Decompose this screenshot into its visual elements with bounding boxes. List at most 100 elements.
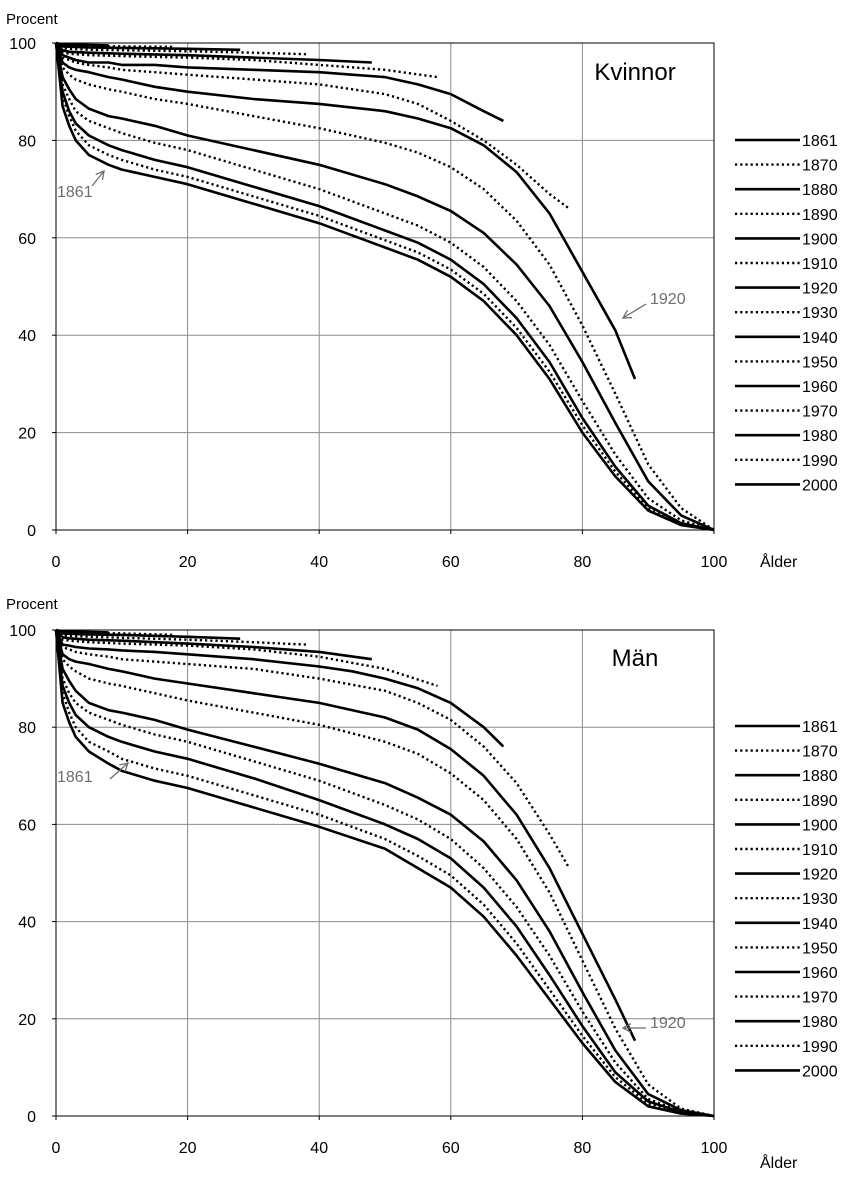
series-line-1960 [55,629,372,661]
y-tick-label: 20 [18,1012,36,1029]
y-tick-label: 40 [18,328,36,345]
annotation-label: 1920 [650,1015,686,1032]
y-tick-label: 80 [18,133,36,150]
legend-label-1930: 1930 [802,891,838,908]
series-line-1890 [54,42,715,532]
annotation-arrow-head [621,309,633,319]
series-line-1880 [54,42,715,532]
legend: 1861 1870 1880 1890 1900 1910 1920 1930 1940 1950… [735,719,838,1080]
series-line-1900 [54,42,715,532]
x-tick-label: 40 [310,554,328,571]
x-axis-label: Ålder [760,552,798,571]
annotation-arrow-shaft [91,170,105,187]
y-tick-label: 0 [27,1109,36,1126]
legend-label-2000: 2000 [802,477,838,494]
legend-label-1870: 1870 [802,158,838,175]
legend-label-1930: 1930 [802,305,838,322]
series-line-1920 [54,42,637,380]
legend-label-1910: 1910 [802,842,838,859]
series-line-1940 [54,629,505,748]
series-line-1880 [54,629,715,1118]
x-tick-label: 80 [574,554,592,571]
legend-label-1950: 1950 [802,354,838,371]
legend-label-1890: 1890 [802,793,838,810]
panel-title: Män [612,645,659,672]
legend-label-1940: 1940 [802,330,838,347]
panel-title: Kvinnor [594,59,675,86]
series-line-1940 [54,42,504,123]
series-line-1890 [54,629,715,1118]
series-line-1861 [54,629,715,1118]
legend-label-1920: 1920 [802,281,838,298]
legend-label-1990: 1990 [802,453,838,470]
series-line-1950 [55,629,438,688]
annotation-label: 1861 [57,184,93,201]
legend-label-1861: 1861 [802,133,838,150]
legend-label-1870: 1870 [802,744,838,761]
annotation-arrow-head [621,1023,632,1033]
legend-label-2000: 2000 [802,1063,838,1080]
legend-label-1920: 1920 [802,867,838,884]
x-tick-label: 100 [701,554,728,571]
x-tick-label: 0 [52,554,61,571]
legend-label-1880: 1880 [802,768,838,785]
y-tick-label: 0 [27,523,36,540]
y-tick-label: 60 [18,231,36,248]
x-tick-label: 80 [574,1140,592,1157]
series-line-1960 [55,42,372,64]
legend-label-1990: 1990 [802,1039,838,1056]
annotation-label: 1861 [57,769,93,786]
legend-label-1910: 1910 [802,256,838,273]
legend-label-1890: 1890 [802,207,838,224]
legend-label-1960: 1960 [802,379,838,396]
legend-label-1900: 1900 [802,231,838,248]
series-line-1930 [54,629,571,869]
x-axis-label: Ålder [760,1153,798,1172]
y-tick-label: 40 [18,915,36,932]
plot-area-border [55,629,715,1117]
annotation-arrow-shaft [109,762,129,780]
y-tick-label: 100 [9,623,36,640]
legend-label-1970: 1970 [802,990,838,1007]
y-tick-label: 60 [18,817,36,834]
annotation-arrow-shaft [622,303,647,319]
series-line-2000 [55,628,109,634]
x-tick-label: 60 [442,1140,460,1157]
legend-label-1880: 1880 [802,182,838,199]
legend: 1861 1870 1880 1890 1900 1910 1920 1930 1940 1950… [735,133,838,494]
y-axis-label: Procent [6,596,59,613]
x-tick-label: 40 [310,1140,328,1157]
chart-panel-1: 0 20 40 60 80 100 0 20 40 60 80 100 Procent Ålder Män 1… [6,596,838,1172]
y-tick-label: 20 [18,426,36,443]
annotation-label: 1920 [650,291,686,308]
legend-label-1950: 1950 [802,940,838,957]
series-line-1910 [54,42,715,531]
series-line-1950 [55,42,438,79]
chart-panel-0: 0 20 40 60 80 100 0 20 40 60 80 100 Procent Ålder Kvin… [6,11,838,571]
series-lines [54,41,715,532]
series-line-1930 [54,42,570,210]
series-line-1861 [54,42,715,532]
legend-label-1960: 1960 [802,965,838,982]
legend-label-1980: 1980 [802,1014,838,1031]
series-line-1920 [54,629,637,1042]
legend-label-1980: 1980 [802,428,838,445]
x-tick-label: 100 [701,1140,728,1157]
legend-label-1861: 1861 [802,719,838,736]
legend-label-1970: 1970 [802,404,838,421]
legend-label-1900: 1900 [802,817,838,834]
series-line-1900 [54,629,715,1118]
y-tick-label: 100 [9,36,36,53]
y-tick-label: 80 [18,720,36,737]
series-line-2000 [55,41,109,47]
x-tick-label: 20 [179,554,197,571]
series-lines [54,628,715,1118]
annotation-arrow-head [95,169,105,180]
series-line-1870 [54,42,715,532]
x-tick-label: 20 [179,1140,197,1157]
x-tick-label: 0 [52,1140,61,1157]
y-axis-label: Procent [6,11,59,28]
annotation-arrow-head [119,762,130,772]
